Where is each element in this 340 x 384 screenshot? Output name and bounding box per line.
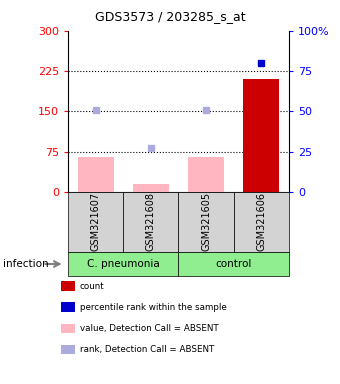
Text: rank, Detection Call = ABSENT: rank, Detection Call = ABSENT [80,345,214,354]
Bar [78,157,114,192]
Text: GDS3573 / 203285_s_at: GDS3573 / 203285_s_at [95,10,245,23]
Bar [243,79,279,192]
Text: count: count [80,281,104,291]
Text: GSM321608: GSM321608 [146,192,156,251]
Text: infection: infection [3,259,49,269]
Bar [133,184,169,192]
Text: GSM321605: GSM321605 [201,192,211,251]
Text: percentile rank within the sample: percentile rank within the sample [80,303,227,312]
Text: control: control [216,259,252,269]
Text: GSM321606: GSM321606 [256,192,266,251]
Text: value, Detection Call = ABSENT: value, Detection Call = ABSENT [80,324,219,333]
Bar [188,157,224,192]
Text: C. pneumonia: C. pneumonia [87,259,159,269]
Text: GSM321607: GSM321607 [91,192,101,251]
